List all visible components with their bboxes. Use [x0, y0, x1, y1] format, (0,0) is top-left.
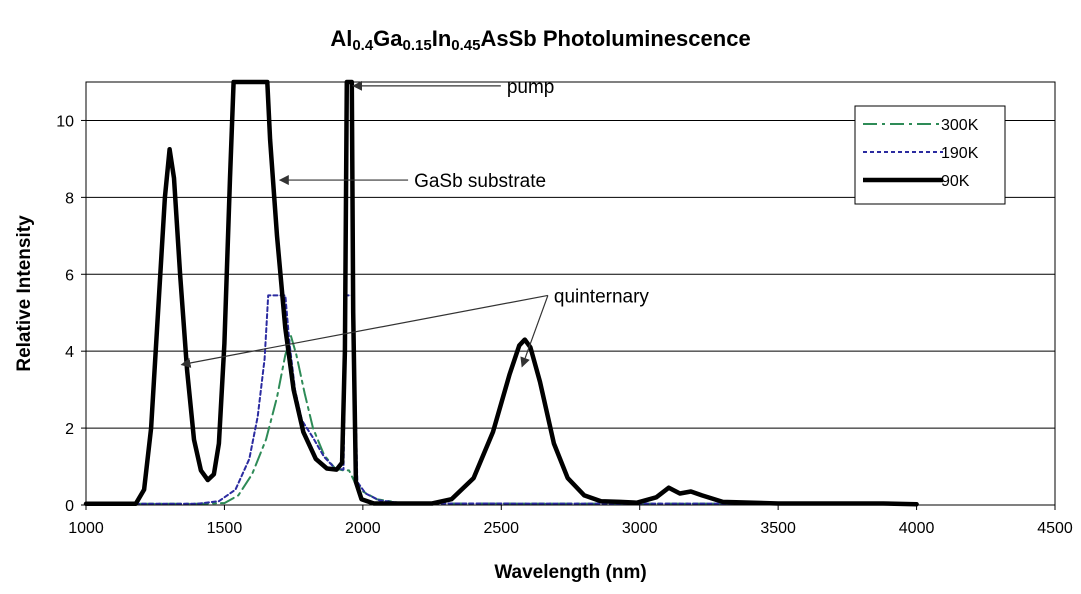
legend-label-300K: 300K [941, 117, 979, 134]
x-tick-label-2500: 2500 [483, 520, 519, 537]
x-tick-label-3500: 3500 [760, 520, 796, 537]
legend-box [855, 106, 1005, 204]
series-layer [86, 82, 917, 504]
x-axis-title: Wavelength (nm) [494, 562, 646, 583]
x-tick-label-4000: 4000 [899, 520, 935, 537]
legend-label-190K: 190K [941, 145, 979, 162]
annotation-label-0: pump [507, 77, 555, 98]
y-tick-label-10: 10 [56, 113, 74, 130]
y-tick-label-0: 0 [65, 498, 74, 515]
x-tick-label-2000: 2000 [345, 520, 381, 537]
y-tick-label-6: 6 [65, 267, 74, 284]
annotation-label-2: quinternary [554, 286, 650, 307]
series-line-90K [86, 82, 917, 504]
y-tick-label-2: 2 [65, 421, 74, 438]
annotation-label-1: GaSb substrate [414, 171, 546, 192]
y-tick-label-8: 8 [65, 190, 74, 207]
x-tick-label-3000: 3000 [622, 520, 658, 537]
x-tick-label-4500: 4500 [1037, 520, 1073, 537]
x-tick-label-1000: 1000 [68, 520, 104, 537]
annotation-arrow-2-0 [182, 295, 548, 364]
legend-label-90K: 90K [941, 173, 970, 190]
legend: 300K 190K 90K [855, 106, 1005, 204]
y-tick-label-4: 4 [65, 344, 74, 361]
y-axis-title: Relative Intensity [14, 215, 35, 372]
x-tick-label-1500: 1500 [207, 520, 243, 537]
